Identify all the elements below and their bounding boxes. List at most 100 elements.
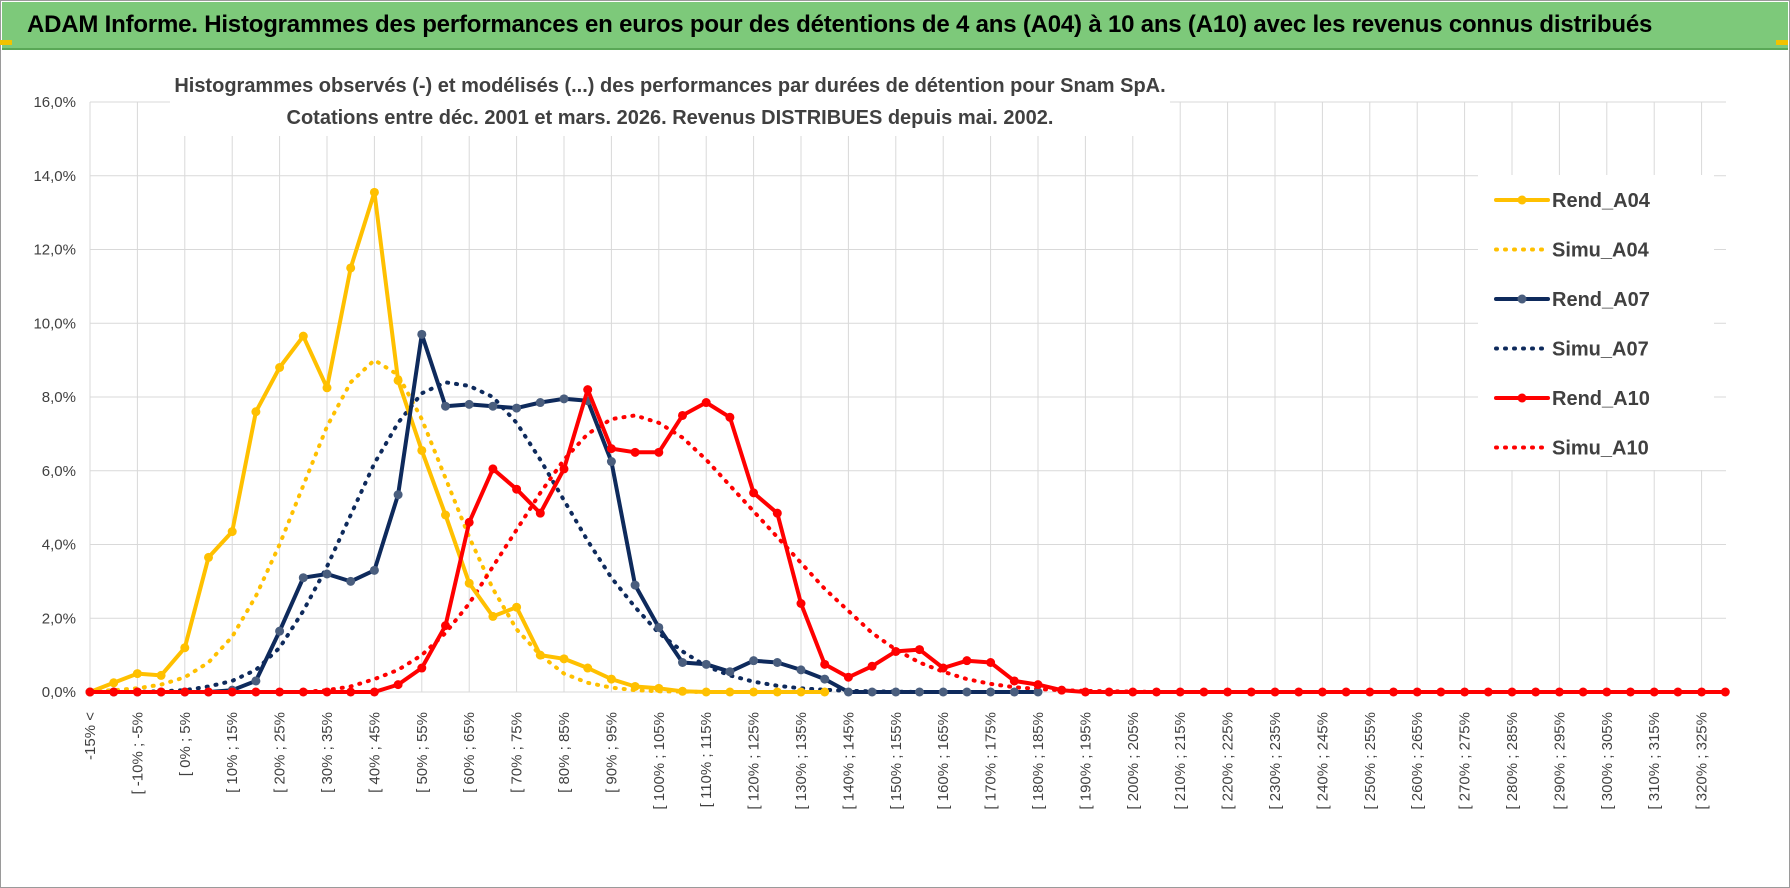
point-rend_a10 xyxy=(1223,687,1233,697)
x-tick-label: [ 320% ; 325% xyxy=(1694,712,1711,810)
legend: Rend_A04 Simu_A04 Rend_A07 Simu_A07 Rend_A10… xyxy=(1494,190,1651,460)
corner-mark-left xyxy=(0,40,12,45)
point-rend_a10 xyxy=(1246,687,1256,697)
x-axis: -15% < [ -10% ; -5% [ 0% ; 5% [ 10% ; 15% [ … xyxy=(82,712,1711,810)
x-tick-label: [ 310% ; 315% xyxy=(1646,712,1663,810)
point-rend_a10 xyxy=(1673,687,1683,697)
header-banner: ADAM Informe. Histogrammes des performan… xyxy=(2,2,1788,50)
y-tick-label: 12,0% xyxy=(33,242,76,259)
point-rend_a07 xyxy=(322,569,332,579)
page-title: ADAM Informe. Histogrammes des performan… xyxy=(27,11,1653,38)
point-rend_a07 xyxy=(749,656,759,666)
x-tick-label: [ 110% ; 115% xyxy=(698,712,715,807)
point-rend_a07 xyxy=(867,687,877,697)
x-tick-label: [ 200% ; 205% xyxy=(1125,712,1142,810)
point-rend_a07 xyxy=(512,403,522,413)
legend-label-rend_a07: Rend_A07 xyxy=(1552,289,1650,311)
y-tick-label: 16,0% xyxy=(33,94,76,111)
point-rend_a04 xyxy=(678,686,687,696)
point-rend_a10 xyxy=(1033,680,1043,690)
point-rend_a07 xyxy=(938,687,948,697)
x-tick-label: [ 210% ; 215% xyxy=(1172,712,1189,810)
x-tick-label: [ 130% ; 135% xyxy=(793,712,810,810)
point-rend_a04 xyxy=(322,383,332,393)
point-rend_a04 xyxy=(725,687,735,697)
point-rend_a04 xyxy=(156,670,166,680)
point-rend_a07 xyxy=(417,329,427,339)
grid xyxy=(89,101,1726,693)
point-rend_a10 xyxy=(1649,687,1659,697)
point-rend_a10 xyxy=(1199,687,1209,697)
point-rend_a10 xyxy=(1317,687,1327,697)
x-tick-label: [ 120% ; 125% xyxy=(746,712,763,810)
point-rend_a04 xyxy=(630,681,640,691)
point-rend_a04 xyxy=(275,363,285,372)
point-rend_a04 xyxy=(559,654,569,664)
point-rend_a10 xyxy=(1057,685,1067,695)
point-rend_a10 xyxy=(1412,687,1422,697)
point-rend_a04 xyxy=(464,578,474,588)
legend-label-rend_a04: Rend_A04 xyxy=(1552,190,1651,212)
point-rend_a04 xyxy=(488,611,498,621)
x-tick-label: [ 240% ; 245% xyxy=(1314,712,1331,810)
point-rend_a07 xyxy=(772,658,782,667)
point-rend_a10 xyxy=(1080,687,1090,697)
x-tick-label: [ 260% ; 265% xyxy=(1409,712,1426,810)
point-rend_a10 xyxy=(464,517,474,527)
point-rend_a10 xyxy=(204,687,213,697)
point-rend_a10 xyxy=(1460,687,1470,697)
series-line-rend_a04 xyxy=(88,190,827,694)
point-rend_a10 xyxy=(109,687,119,697)
point-rend_a10 xyxy=(1697,687,1707,697)
point-rend_a10 xyxy=(986,658,996,667)
x-tick-label: [ 50% ; 55% xyxy=(414,712,431,793)
legend-label-rend_a10: Rend_A10 xyxy=(1552,388,1650,410)
point-rend_a10 xyxy=(1531,687,1541,697)
point-rend_a04 xyxy=(109,678,119,688)
point-rend_a10 xyxy=(915,645,924,655)
point-rend_a04 xyxy=(346,263,356,273)
point-rend_a10 xyxy=(512,484,522,494)
point-rend_a10 xyxy=(1341,687,1351,697)
x-tick-label: [ 270% ; 275% xyxy=(1457,712,1474,810)
point-rend_a10 xyxy=(346,687,356,697)
series-layer xyxy=(85,187,1730,697)
point-rend_a04 xyxy=(796,687,806,697)
point-rend_a10 xyxy=(606,444,616,454)
point-rend_a10 xyxy=(1152,687,1161,697)
series-line-simu_a04 xyxy=(88,358,827,694)
point-rend_a10 xyxy=(488,464,498,474)
point-rend_a10 xyxy=(1128,687,1138,697)
legend-marker xyxy=(1517,195,1527,205)
point-rend_a10 xyxy=(441,621,450,631)
point-rend_a04 xyxy=(132,669,142,679)
point-rend_a10 xyxy=(772,508,782,518)
point-rend_a10 xyxy=(1104,687,1114,697)
point-rend_a10 xyxy=(393,680,403,690)
y-tick-label: 10,0% xyxy=(33,315,76,332)
point-rend_a07 xyxy=(559,394,569,404)
point-rend_a10 xyxy=(1389,687,1398,697)
point-rend_a07 xyxy=(393,490,403,500)
point-rend_a10 xyxy=(1365,687,1375,697)
legend-backdrop xyxy=(1478,175,1714,470)
point-rend_a07 xyxy=(796,665,806,675)
point-rend_a10 xyxy=(725,412,735,422)
x-tick-label: [ 40% ; 45% xyxy=(366,712,383,793)
point-rend_a10 xyxy=(227,687,237,697)
point-rend_a04 xyxy=(820,687,830,697)
x-tick-label: [ 0% ; 5% xyxy=(177,712,194,776)
point-rend_a04 xyxy=(654,683,664,693)
point-rend_a10 xyxy=(1483,687,1493,697)
corner-mark-right xyxy=(1776,40,1788,45)
x-tick-label: [ 80% ; 85% xyxy=(556,712,573,793)
point-rend_a04 xyxy=(701,687,711,697)
y-tick-label: 6,0% xyxy=(42,463,76,480)
point-rend_a07 xyxy=(488,401,498,411)
series-line-simu_a07 xyxy=(88,380,1040,694)
x-tick-label: [ 280% ; 285% xyxy=(1504,712,1521,810)
point-rend_a04 xyxy=(772,687,782,697)
title-backdrop xyxy=(170,64,1170,136)
point-rend_a07 xyxy=(251,676,261,686)
point-rend_a07 xyxy=(346,576,356,586)
